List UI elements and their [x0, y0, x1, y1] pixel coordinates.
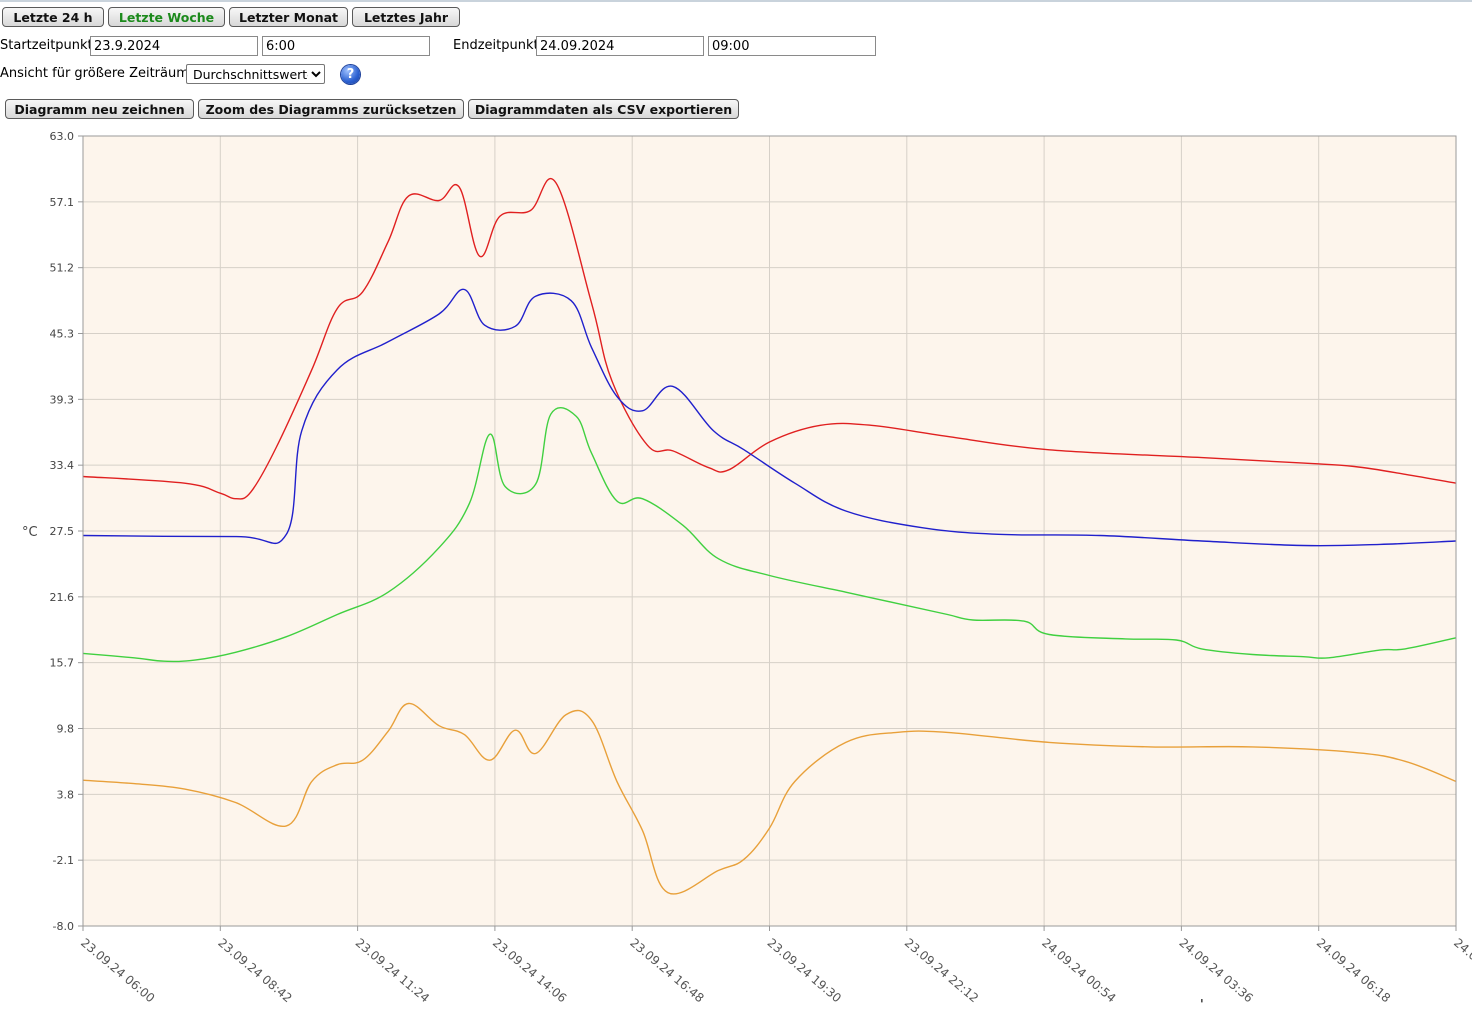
x-tick-label: 24.0: [1451, 936, 1472, 964]
series-line-1: [82, 178, 1457, 500]
end-label: Endzeitpunkt: [453, 38, 539, 53]
x-tick-label: 23.09.24 16:48: [627, 936, 706, 1006]
x-tick-label: 23.09.24 19:30: [765, 936, 844, 1006]
last-month-button[interactable]: Letzter Monat: [229, 7, 348, 27]
series-line-3: [82, 406, 1457, 663]
series-line-2: [82, 288, 1457, 547]
x-tick-label: 24.09.24 03:36: [1176, 936, 1255, 1006]
last-24h-button[interactable]: Letzte 24 h: [2, 7, 104, 27]
y-tick-label: 45.3: [50, 328, 75, 341]
y-tick-label: 27.5: [50, 525, 75, 538]
x-tick-label: 23.09.24 06:00: [78, 936, 157, 1006]
stray-mark: ': [1200, 997, 1204, 1009]
y-tick-label: 63.0: [50, 130, 75, 143]
x-tick-label: 24.09.24 06:18: [1314, 936, 1393, 1006]
y-tick-label: 15.7: [50, 657, 75, 670]
y-tick-label: 39.3: [50, 393, 75, 406]
x-tick-label: 23.09.24 08:42: [215, 936, 294, 1006]
start-label: Startzeitpunkt: [0, 38, 93, 53]
y-tick-label: -2.1: [53, 854, 74, 867]
temperature-chart[interactable]: 63.0 57.1 51.2 45.3 39.3 33.4 27.5 21.6 15.7 9.8 3…: [0, 124, 1472, 1009]
end-date-input[interactable]: [536, 36, 704, 56]
x-tick-label: 23.09.24 22:12: [902, 936, 981, 1006]
redraw-button[interactable]: Diagramm neu zeichnen: [5, 99, 194, 119]
start-date-input[interactable]: [90, 36, 258, 56]
x-tick-label: 23.09.24 14:06: [490, 936, 569, 1006]
x-tick-label: 23.09.24 11:24: [353, 936, 432, 1006]
series-lines: [82, 178, 1457, 895]
x-axis-ticks: 23.09.24 06:00 23.09.24 08:42 23.09.24 11:…: [78, 926, 1472, 1005]
y-axis-label: °C: [22, 525, 38, 540]
y-axis-ticks: 63.0 57.1 51.2 45.3 39.3 33.4 27.5 21.6 15.7 9.8 3…: [50, 130, 83, 933]
y-tick-label: 3.8: [57, 788, 75, 801]
export-csv-button[interactable]: Diagrammdaten als CSV exportieren: [468, 99, 739, 119]
y-tick-label: 9.8: [57, 723, 75, 736]
x-tick-label: 24.09.24 00:54: [1039, 936, 1118, 1006]
y-tick-label: 21.6: [50, 591, 75, 604]
help-icon[interactable]: ?: [341, 65, 360, 84]
y-tick-label: -8.0: [53, 920, 74, 933]
last-week-button[interactable]: Letzte Woche: [108, 7, 225, 27]
y-tick-label: 33.4: [50, 459, 75, 472]
series-line-4: [82, 702, 1457, 895]
grid: [83, 135, 1456, 927]
start-time-input[interactable]: [262, 36, 430, 56]
end-time-input[interactable]: [708, 36, 876, 56]
reset-zoom-button[interactable]: Zoom des Diagramms zurücksetzen: [198, 99, 464, 119]
last-year-button[interactable]: Letztes Jahr: [352, 7, 460, 27]
top-border: [0, 0, 1472, 2]
plot-border: [82, 135, 1457, 927]
y-tick-label: 57.1: [50, 196, 75, 209]
view-label: Ansicht für größere Zeiträume: [0, 66, 197, 81]
y-tick-label: 51.2: [50, 262, 75, 275]
view-select[interactable]: Durchschnittswerte: [186, 64, 325, 84]
